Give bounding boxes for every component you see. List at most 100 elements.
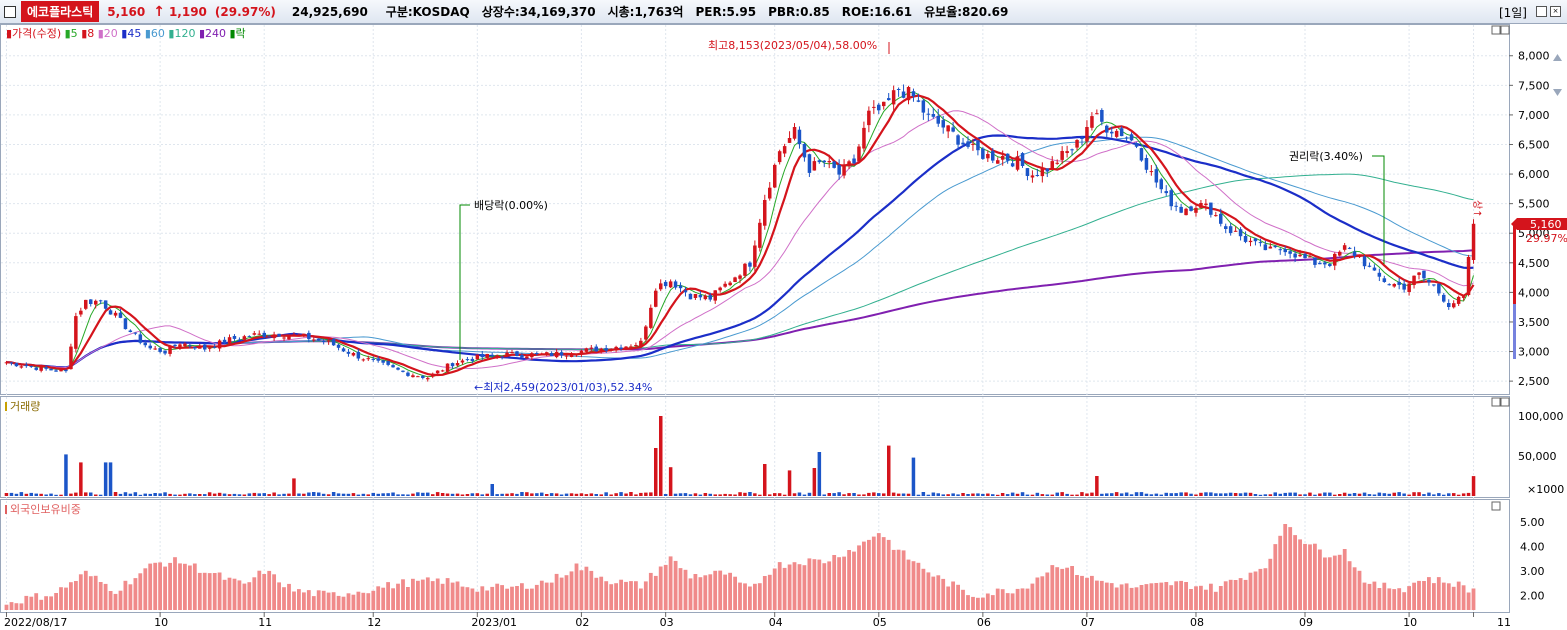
volume-bar xyxy=(1010,492,1015,496)
legend-item[interactable]: ▮120 xyxy=(168,27,199,40)
maximize-icon[interactable] xyxy=(1536,6,1547,17)
legend-item[interactable]: ▮20 xyxy=(98,27,122,40)
candle-body xyxy=(579,350,584,354)
volume-bar xyxy=(143,493,147,496)
candle-body xyxy=(445,363,450,372)
foreign-bar xyxy=(812,559,817,610)
scroll-down-icon[interactable] xyxy=(1553,89,1562,96)
candle-body xyxy=(525,356,529,359)
legend-item[interactable]: ▮60 xyxy=(145,27,169,40)
candle-body xyxy=(59,369,63,372)
foreign-bar xyxy=(168,562,172,610)
volume-bar xyxy=(510,493,514,496)
foreign-bar xyxy=(1144,584,1149,610)
volume-bar xyxy=(1194,494,1198,496)
candle-body xyxy=(188,345,192,347)
foreign-bar xyxy=(643,581,648,610)
candle-body xyxy=(654,290,658,307)
volume-bar xyxy=(941,494,945,496)
legend-item[interactable]: ▮5 xyxy=(65,27,82,40)
scroll-up-icon[interactable] xyxy=(1553,54,1562,61)
volume-bar xyxy=(1224,493,1228,496)
foreign-bar xyxy=(148,563,153,610)
candle-body xyxy=(956,135,960,145)
candle-body xyxy=(1040,168,1045,177)
volume-bar xyxy=(123,492,128,496)
volume-bar xyxy=(445,493,450,496)
candle-body xyxy=(857,146,861,162)
price-panel-close-icon[interactable] xyxy=(1500,25,1510,35)
legend-item[interactable]: ▮가격(수정) xyxy=(6,27,65,40)
volume-bar xyxy=(242,494,247,496)
candle-body xyxy=(768,187,772,199)
candle-body xyxy=(515,351,519,356)
stock-name[interactable]: 에코플라스틱 xyxy=(21,1,100,22)
candle-body xyxy=(941,120,945,128)
foreign-bar xyxy=(44,596,48,610)
legend-item[interactable]: ▮8 xyxy=(81,27,98,40)
volume-bar xyxy=(609,494,613,496)
volume-bar xyxy=(98,494,103,496)
foreign-bar xyxy=(118,590,123,610)
volume-bar xyxy=(1005,494,1010,496)
volume-bar xyxy=(901,493,906,496)
volume-bar xyxy=(1124,492,1129,496)
legend-item[interactable]: ▮락 xyxy=(229,27,245,40)
period-selector[interactable]: [1일] xyxy=(1498,6,1527,20)
candle-body xyxy=(257,333,261,335)
candle-body xyxy=(986,154,990,159)
select-checkbox[interactable] xyxy=(4,5,16,18)
candle-body xyxy=(475,354,480,360)
foreign-bar xyxy=(554,573,559,610)
foreign-bar xyxy=(525,588,529,610)
foreign-bar xyxy=(1367,583,1372,610)
foreign-bar xyxy=(1461,585,1466,610)
foreign-bar xyxy=(614,583,618,610)
legend-item[interactable]: ▮240 xyxy=(199,27,230,40)
candle-body xyxy=(1427,279,1431,283)
candle-body xyxy=(465,359,470,361)
foreign-bar xyxy=(653,575,658,610)
candle-body xyxy=(1461,296,1466,298)
foreign-bar xyxy=(1065,567,1069,610)
foreign-bar xyxy=(465,587,470,610)
foreign-bar xyxy=(1223,581,1228,610)
foreign-bar xyxy=(113,593,118,610)
foreign-bar xyxy=(302,592,306,610)
candle-body xyxy=(1437,283,1441,294)
foreign-bar xyxy=(1436,577,1441,610)
foreign-bar xyxy=(480,586,485,610)
volume-bar xyxy=(1387,493,1391,496)
foreign-bar xyxy=(515,586,519,610)
volume-unit-label: ×1000 xyxy=(1527,483,1564,496)
candle-body xyxy=(1164,191,1168,194)
foreign-bar xyxy=(772,568,777,610)
foreign-bar xyxy=(792,562,797,610)
foreign-panel-min-icon[interactable] xyxy=(1491,501,1501,511)
candle-body xyxy=(882,101,886,107)
volume-bar xyxy=(282,493,286,496)
candle-body xyxy=(1328,264,1332,266)
volume-bar xyxy=(500,493,504,496)
foreign-bar xyxy=(192,563,197,610)
volume-bar xyxy=(649,492,653,496)
volume-bar xyxy=(599,494,603,496)
volume-bar xyxy=(837,492,841,496)
candle-body xyxy=(639,340,643,347)
candle-body xyxy=(599,348,603,351)
close-icon[interactable]: × xyxy=(1550,6,1561,17)
chart-canvas[interactable]: 8,000 7,500 7,000 6,500 6,000 5,500 5,000 4,500… xyxy=(0,24,1567,630)
legend-item[interactable]: ▮45 xyxy=(121,27,145,40)
volume-bar xyxy=(961,493,965,496)
candle-body xyxy=(207,347,212,349)
volume-panel-close-icon[interactable] xyxy=(1500,397,1510,407)
candle-body xyxy=(252,333,257,335)
price-panel-min-icon[interactable] xyxy=(1491,25,1501,35)
volume-panel-min-icon[interactable] xyxy=(1491,397,1501,407)
volume-bar xyxy=(198,494,202,496)
foreign-bar xyxy=(648,572,653,610)
volume-bar xyxy=(1303,494,1307,496)
candle-body xyxy=(302,333,306,336)
volume-bar xyxy=(1283,492,1287,496)
candle-body xyxy=(94,300,98,305)
